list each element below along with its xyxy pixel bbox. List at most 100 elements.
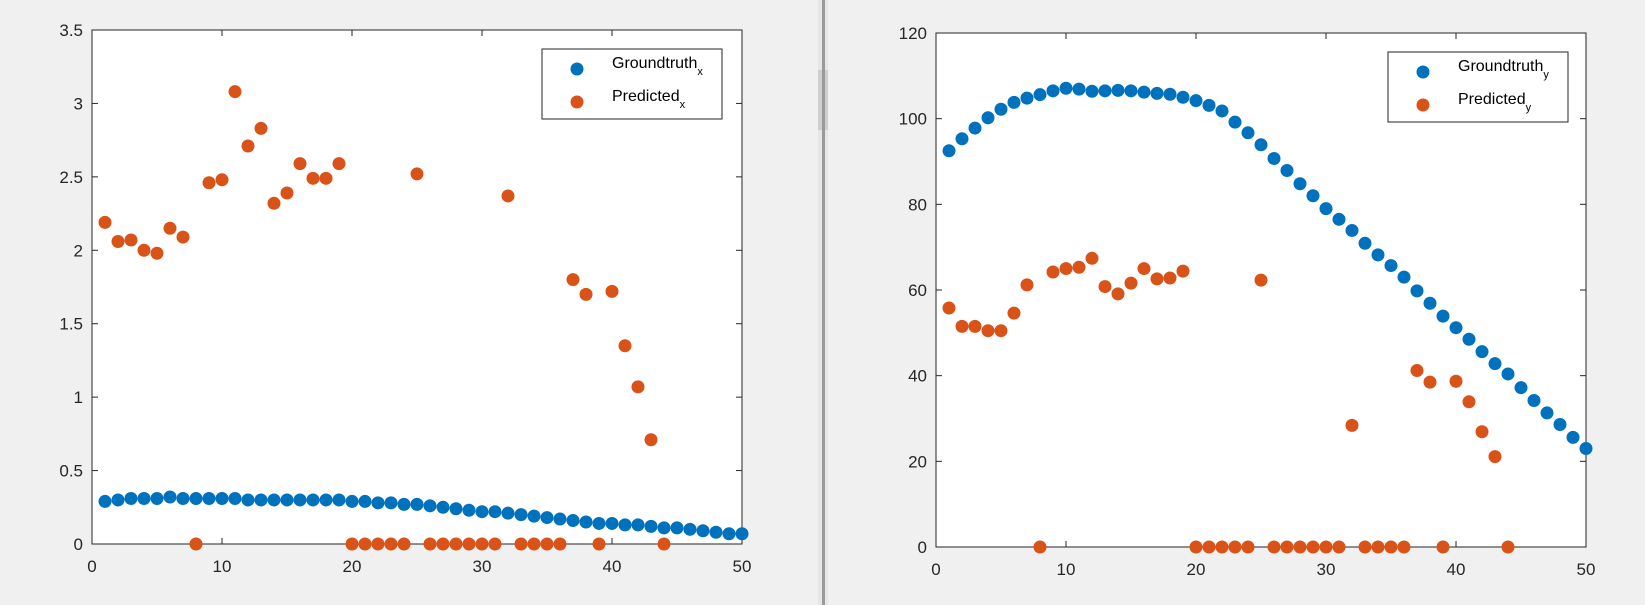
data-point-predicted [215,173,229,187]
data-point-groundtruth [449,502,463,516]
data-point-predicted [410,167,424,181]
data-point-predicted [1007,306,1021,320]
data-point-predicted [462,537,476,551]
x-tick-label: 0 [87,557,96,576]
data-point-predicted [267,196,281,210]
data-point-predicted [280,186,294,200]
data-point-groundtruth [1098,84,1112,98]
data-point-predicted [1254,273,1268,287]
data-point-predicted [306,171,320,185]
data-point-groundtruth [1254,138,1268,152]
data-point-groundtruth [1332,212,1346,226]
data-point-groundtruth [189,491,203,505]
x-tick-label: 0 [931,560,940,579]
data-point-predicted [1176,264,1190,278]
data-point-predicted [1475,425,1489,439]
data-point-predicted [137,243,151,257]
data-point-groundtruth [215,491,229,505]
data-point-groundtruth [1579,441,1593,455]
data-point-groundtruth [1059,81,1073,95]
data-point-groundtruth [644,519,658,533]
data-point-groundtruth [981,111,995,125]
data-point-groundtruth [98,494,112,508]
data-point-predicted [1020,278,1034,292]
x-tick-label: 20 [343,557,362,576]
legend-marker [1416,98,1430,112]
legend-label: Groundtruthy [1458,58,1549,81]
data-point-groundtruth [1215,104,1229,118]
data-point-predicted [514,537,528,551]
data-point-groundtruth [1007,95,1021,109]
data-point-groundtruth [1033,88,1047,102]
data-point-groundtruth [475,505,489,519]
window-divider[interactable] [818,0,828,605]
legend-marker [570,95,584,109]
data-point-groundtruth [1540,406,1554,420]
data-point-groundtruth [1124,84,1138,98]
data-point-predicted [1202,540,1216,554]
data-point-predicted [1046,265,1060,279]
data-point-predicted [1319,540,1333,554]
data-point-predicted [1163,271,1177,285]
data-point-groundtruth [1163,87,1177,101]
data-point-groundtruth [267,493,281,507]
data-point-groundtruth [709,525,723,539]
figure-right: 0 10 20 30 40 50 0 20 40 60 80 100 120 Groundtruthy Pr… [828,0,1645,605]
data-point-predicted [618,339,632,353]
data-point-groundtruth [1306,189,1320,203]
data-point-groundtruth [280,493,294,507]
data-point-groundtruth [1085,84,1099,98]
data-point-groundtruth [579,515,593,529]
data-point-groundtruth [1410,284,1424,298]
data-point-predicted [111,234,125,248]
y-tick-label: 100 [899,110,927,129]
data-point-groundtruth [1475,345,1489,359]
data-point-predicted [1410,364,1424,378]
data-point-predicted [358,537,372,551]
data-point-groundtruth [202,491,216,505]
legend-label: Predictedy [1458,91,1532,114]
data-point-groundtruth [670,521,684,535]
data-point-predicted [228,85,242,99]
series-groundtruth-y [942,81,1593,455]
data-point-groundtruth [1020,91,1034,105]
data-point-groundtruth [319,493,333,507]
data-point-groundtruth [1436,309,1450,323]
series-groundtruth-x [98,490,749,541]
data-point-predicted [293,157,307,171]
data-point-predicted [501,189,515,203]
data-point-groundtruth [163,490,177,504]
data-point-predicted [189,537,203,551]
data-point-predicted [1085,251,1099,265]
data-point-predicted [1137,262,1151,276]
data-point-groundtruth [968,121,982,135]
data-point-predicted [1501,540,1515,554]
data-point-groundtruth [605,516,619,530]
data-point-groundtruth [501,506,515,520]
data-point-predicted [1280,540,1294,554]
data-point-groundtruth [1501,367,1515,381]
data-point-groundtruth [436,500,450,514]
data-point-predicted [1059,262,1073,276]
y-tick-label: 120 [899,24,927,43]
y-tick-label: 1.5 [59,315,83,334]
data-point-groundtruth [1449,321,1463,335]
data-point-groundtruth [683,522,697,536]
data-point-groundtruth [423,499,437,513]
data-point-predicted [397,537,411,551]
data-point-groundtruth [254,493,268,507]
data-point-groundtruth [462,503,476,517]
legend: Groundtruthy Predictedy [1387,51,1569,123]
data-point-predicted [657,537,671,551]
data-point-predicted [241,139,255,153]
data-point-predicted [540,537,554,551]
data-point-predicted [1033,540,1047,554]
data-point-predicted [1462,395,1476,409]
data-point-predicted [1098,280,1112,294]
data-point-groundtruth [1319,202,1333,216]
legend-marker [570,62,584,76]
data-point-groundtruth [1228,115,1242,129]
data-point-predicted [1215,540,1229,554]
data-point-groundtruth [631,518,645,532]
data-point-groundtruth [1488,357,1502,371]
